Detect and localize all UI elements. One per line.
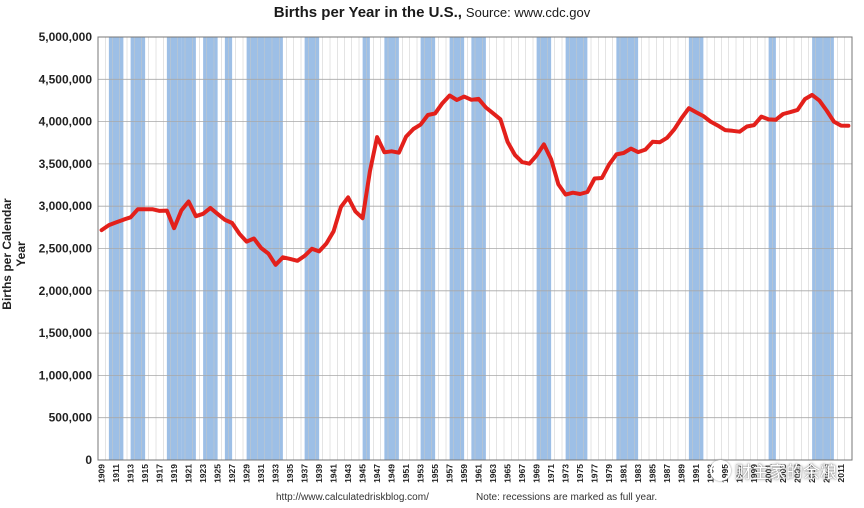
x-tick-label: 1955 [430,464,440,483]
x-tick-label: 1933 [271,464,281,483]
x-tick-label: 1943 [343,464,353,483]
wechat-icon [710,460,731,481]
x-tick-label: 1951 [401,464,411,483]
y-tick-label: 4,500,000 [39,72,93,86]
y-tick-label: 3,000,000 [39,199,93,213]
x-tick-label: 2003 [778,464,788,483]
x-tick-label: 1967 [517,464,527,483]
x-tick-label: 1937 [300,464,310,483]
x-tick-label: 1941 [329,464,339,483]
plot-frame [97,36,853,461]
x-tick-label: 1911 [111,464,121,483]
x-tick-label: 1925 [213,464,223,483]
x-tick-label: 1961 [474,464,484,483]
x-tick-label: 1947 [372,464,382,483]
x-tick-label: 1963 [488,464,498,483]
x-tick-label: 1997 [735,464,745,483]
x-tick-label: 1917 [155,464,165,483]
chart-title-text: Births per Year in the U.S., [273,4,462,21]
x-tick-label: 1999 [749,464,759,483]
y-tick-label: 500,000 [49,411,93,425]
watermark-text: 财主家的余粮 [735,463,837,482]
x-tick-label: 1953 [416,464,426,483]
x-tick-label: 1959 [459,464,469,483]
x-tick-label: 1981 [619,464,629,483]
x-tick-label: 1973 [561,464,571,483]
x-tick-label: 1969 [532,464,542,483]
x-tick-label: 1929 [242,464,252,483]
x-tick-label: 1989 [677,464,687,483]
footer-url: http://www.calculatedriskblog.com/ [276,492,429,503]
x-tick-label: 1971 [546,464,556,483]
y-tick-label: 2,500,000 [39,242,93,256]
x-tick-label: 1987 [662,464,672,483]
x-tick-label: 1965 [503,464,513,483]
y-tick-label: 5,000,000 [39,30,93,44]
x-axis-ticks: 1909 1911 1913 1915 1917 1919 1921 1923 1925 1927… [97,464,847,483]
footer-note: Note: recessions are marked as full year… [476,492,658,503]
x-tick-label: 1935 [285,464,295,483]
x-tick-label: 1949 [387,464,397,483]
y-tick-label: 0 [85,453,92,467]
x-tick-label: 1985 [648,464,658,483]
x-tick-label: 1975 [575,464,585,483]
x-tick-label: 1991 [691,464,701,483]
y-axis-ticks: 0 500,000 1,000,000 1,500,000 2,000,000 2,500… [39,30,93,467]
x-tick-label: 2001 [764,464,774,483]
x-tick-label: 1909 [97,464,107,483]
x-tick-label: 1919 [169,464,179,483]
y-tick-label: 4,000,000 [39,115,93,129]
chart-source: Source: www.cdc.gov [465,5,591,20]
y-tick-label: 3,500,000 [39,157,93,171]
x-tick-label: 1921 [184,464,194,483]
y-tick-label: 1,500,000 [39,326,93,340]
x-tick-label: 2011 [836,464,846,483]
x-tick-label: 1923 [198,464,208,483]
x-tick-label: 2007 [807,464,817,483]
watermark: 财主家的余粮 [710,458,837,483]
x-tick-label: 2009 [822,464,832,483]
x-tick-label: 1977 [590,464,600,483]
x-tick-label: 1957 [445,464,455,483]
x-tick-label: 1939 [314,464,324,483]
x-tick-label: 1945 [358,464,368,483]
y-tick-label: 2,000,000 [39,284,93,298]
x-tick-label: 1927 [227,464,237,483]
x-tick-label: 1979 [604,464,614,483]
y-tick-label: 1,000,000 [39,368,93,382]
births-series-line [99,92,851,267]
x-tick-label: 1913 [126,464,136,483]
x-tick-label: 1915 [140,464,150,483]
x-tick-label: 1983 [633,464,643,483]
chart-title: Births per Year in the U.S., Source: www.… [0,4,864,21]
x-tick-label: 1931 [256,464,266,483]
x-tick-label: 2005 [793,464,803,483]
